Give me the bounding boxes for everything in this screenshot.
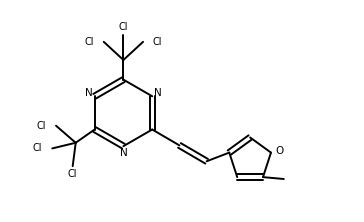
Text: Cl: Cl	[68, 170, 78, 180]
Text: Cl: Cl	[153, 37, 162, 47]
Text: Cl: Cl	[84, 37, 94, 47]
Text: N: N	[85, 88, 92, 98]
Text: N: N	[119, 148, 127, 158]
Text: Cl: Cl	[32, 143, 42, 153]
Text: N: N	[154, 88, 162, 98]
Text: O: O	[275, 146, 284, 156]
Text: Cl: Cl	[119, 22, 128, 32]
Text: Cl: Cl	[36, 121, 46, 131]
